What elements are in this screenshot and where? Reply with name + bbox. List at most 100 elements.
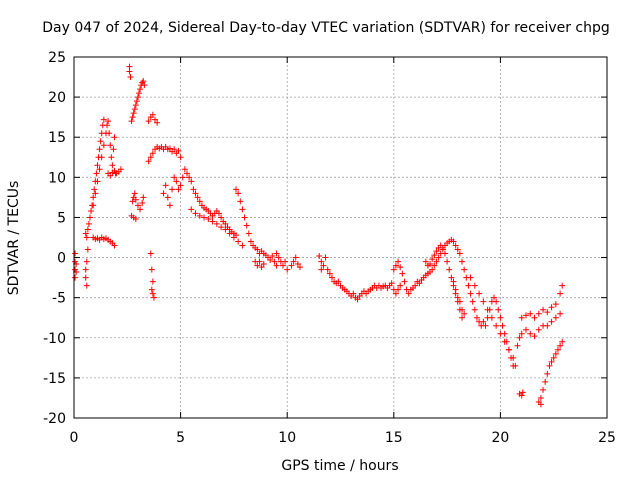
data-point	[392, 290, 399, 297]
data-point	[454, 246, 461, 253]
data-point	[132, 196, 139, 203]
data-point	[82, 274, 89, 281]
data-point	[237, 198, 244, 205]
data-point	[552, 314, 559, 321]
data-point	[100, 142, 107, 149]
data-point	[177, 182, 184, 189]
data-point	[395, 286, 402, 293]
x-tick-label: 20	[491, 430, 509, 446]
y-axis-label: SDTVAR / TECUs	[6, 181, 22, 296]
data-point	[218, 214, 225, 221]
data-point	[109, 162, 116, 169]
data-point	[557, 342, 564, 349]
data-point	[235, 238, 242, 245]
data-point	[531, 333, 538, 340]
data-point	[459, 258, 466, 265]
data-point	[454, 294, 461, 301]
data-point	[196, 212, 203, 219]
data-point	[540, 306, 547, 313]
y-tick-label: -10	[43, 331, 66, 347]
data-point	[552, 350, 559, 357]
data-point	[86, 214, 93, 221]
data-point	[552, 301, 559, 308]
data-point	[148, 266, 155, 273]
data-point	[450, 278, 457, 285]
grid	[74, 57, 607, 418]
data-point	[497, 314, 504, 321]
y-tick-label: 5	[57, 210, 66, 226]
data-point	[275, 254, 282, 261]
data-point	[96, 166, 103, 173]
data-point	[292, 254, 299, 261]
data-point	[149, 290, 156, 297]
data-point	[129, 198, 136, 205]
data-point	[136, 90, 143, 97]
data-point	[126, 68, 133, 75]
data-point	[461, 310, 468, 317]
data-point	[294, 260, 301, 267]
x-tick-label: 10	[278, 430, 296, 446]
data-point	[147, 250, 154, 257]
data-point	[83, 258, 90, 265]
y-tick-label: 20	[48, 90, 66, 106]
data-point	[290, 258, 297, 265]
y-tick-label: -15	[43, 371, 66, 387]
data-point	[104, 122, 111, 129]
data-point	[467, 290, 474, 297]
chart-title: Day 047 of 2024, Sidereal Day-to-day VTE…	[42, 20, 610, 36]
data-point	[540, 386, 547, 393]
data-point	[188, 178, 195, 185]
data-point	[241, 214, 248, 221]
data-point	[557, 290, 564, 297]
data-point	[85, 220, 92, 227]
data-point	[431, 252, 438, 259]
data-point	[141, 82, 148, 89]
data-point	[427, 260, 434, 267]
data-point	[94, 162, 101, 169]
data-point	[559, 282, 566, 289]
data-point	[128, 118, 135, 125]
data-point	[254, 246, 261, 253]
data-point	[488, 314, 495, 321]
data-point	[169, 186, 176, 193]
data-point	[177, 154, 184, 161]
x-tick-label: 15	[385, 430, 403, 446]
data-point	[548, 304, 555, 311]
data-point	[134, 202, 141, 209]
data-point	[320, 262, 327, 269]
data-point	[518, 330, 525, 337]
data-point	[106, 130, 113, 137]
data-point	[98, 154, 105, 161]
data-point	[92, 190, 99, 197]
x-tick-label: 0	[70, 430, 79, 446]
data-point	[401, 278, 408, 285]
data-point	[390, 266, 397, 273]
data-point	[416, 280, 423, 287]
data-point	[218, 224, 225, 231]
data-point	[473, 314, 480, 321]
data-point	[260, 260, 267, 267]
data-point	[495, 306, 502, 313]
data-point	[88, 208, 95, 215]
data-point	[131, 190, 138, 197]
data-point	[354, 296, 361, 303]
data-point	[399, 270, 406, 277]
data-point	[137, 86, 144, 93]
data-point	[105, 118, 112, 125]
data-point	[111, 242, 118, 249]
data-point	[154, 119, 161, 126]
data-point	[267, 256, 274, 263]
data-point	[491, 294, 498, 301]
data-point	[318, 266, 325, 273]
data-point	[160, 190, 167, 197]
data-point	[318, 258, 325, 265]
data-point	[548, 358, 555, 365]
data-point	[190, 186, 197, 193]
data-point	[405, 290, 412, 297]
data-point	[192, 190, 199, 197]
data-point	[254, 262, 261, 269]
x-tick-label: 25	[598, 430, 616, 446]
data-point	[145, 118, 152, 125]
data-point	[456, 298, 463, 305]
